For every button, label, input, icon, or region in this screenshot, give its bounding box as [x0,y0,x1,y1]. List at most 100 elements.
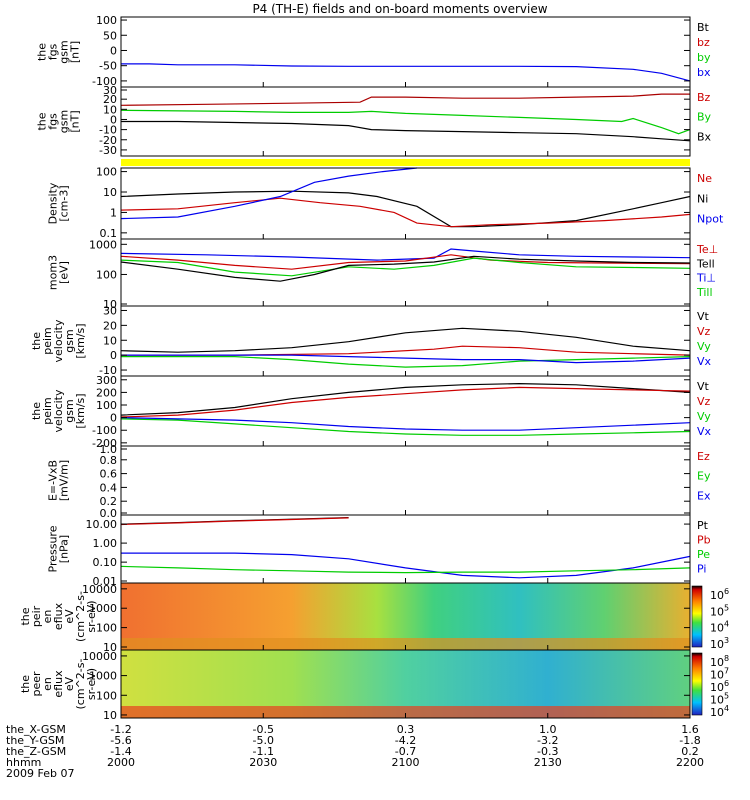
y-tick-label: 0 [110,412,117,425]
y-tick-label: 20 [103,319,117,332]
legend-label: Vy [697,340,711,353]
y-axis-label: peim [41,327,54,355]
position-row-value: 2000 [107,756,135,769]
y-tick-label: 0.6 [100,468,118,481]
y-tick-label: 100 [96,622,117,635]
position-row-value: -0.3 [537,745,558,758]
panel-frame [120,16,691,88]
y-axis-label: fgs [47,43,60,60]
y-tick-label: 0 [110,349,117,362]
y-axis-label: gsm [58,40,71,63]
series-line-By [120,109,691,135]
y-axis-label: fgs [47,113,60,130]
y-tick-label: -100 [92,75,117,88]
series-line-Vz [120,386,691,418]
colorbar [691,585,703,648]
series-line-Pe [120,565,691,574]
status-bar [121,159,690,166]
y-axis-label: the [36,112,49,130]
position-row-value: -4.2 [395,734,416,747]
legend-label: Till [696,286,713,299]
y-tick-label: 0 [110,113,117,126]
chart-title: P4 (TH-E) fields and on-board moments ov… [252,2,547,16]
colorbar-tick-label: 108 [710,654,729,669]
position-row-value: 1.0 [539,723,557,736]
y-tick-label: 10 [103,334,117,347]
y-axis-label: the [19,675,32,693]
y-tick-label: 30 [103,304,117,317]
legend-label: Vz [697,325,711,338]
y-axis-label: [eV] [58,261,71,284]
y-axis-label: (cm^2-s- [74,591,87,642]
y-tick-label: 0.01 [93,575,118,588]
y-axis-label: Pressure [47,525,60,572]
y-axis-label: [nT] [69,41,82,63]
y-tick-label: 0.10 [93,556,118,569]
y-tick-label: 200 [96,386,117,399]
legend-label: Ne [697,172,712,185]
position-row-value: 1.6 [681,723,699,736]
position-row-value: 2200 [676,756,704,769]
position-row-value: -1.8 [679,734,700,747]
y-axis-label: gsm [63,399,76,422]
y-axis-label: peim [41,397,54,425]
series-line-Npot [120,167,417,220]
y-tick-label: 10 [103,103,117,116]
series-line-Ni [120,190,691,228]
colorbar-tick-label: 107 [710,667,729,682]
legend-label: Vx [697,355,712,368]
colorbar-tick-label: 105 [710,692,729,707]
y-axis-label: Density [47,182,60,224]
y-axis-label: eV [63,609,76,624]
y-tick-label: 30 [103,84,117,97]
date-label: 2009 Feb 07 [6,767,74,780]
position-row-label: hhmm [6,756,41,769]
panel-frame [120,238,691,307]
position-row-label: the_Z-GSM [6,745,66,758]
series-line-Te⊥ [120,254,691,270]
y-tick-label: 10 [103,298,117,311]
legend-label: By [697,111,712,124]
position-row-value: 2030 [249,756,277,769]
series-line-Bz [120,93,690,106]
y-axis-label: en [41,610,54,624]
colorbar-tick-label: 106 [710,587,729,602]
legend-label: Vy [697,410,711,423]
position-row-value: 0.3 [397,723,415,736]
y-axis-label: mom3 [47,255,60,290]
y-axis-label: sr-eV) [85,600,98,632]
legend-label: Ey [697,470,711,483]
y-tick-label: 100 [96,14,117,27]
series-line-bx [121,63,691,82]
colorbar-tick-label: 106 [710,679,729,694]
y-tick-label: -10 [99,124,117,137]
position-row-value: -5.6 [110,734,131,747]
y-tick-label: 10 [103,186,117,199]
legend-label: Ex [697,489,711,502]
series-line-Vx [121,354,691,364]
position-row-value: -0.7 [395,745,416,758]
y-tick-label: 0.8 [100,454,118,467]
position-row-value: -1.2 [110,723,131,736]
y-tick-label: 0.2 [100,495,118,508]
series-line-Vy [120,418,691,436]
legend-label: Pe [697,548,710,561]
legend-label: bx [697,66,711,79]
colorbar-tick-label: 105 [710,603,729,618]
y-tick-label: 0 [110,44,117,57]
position-row-value: -0.5 [253,723,274,736]
panel-frame [120,445,691,516]
y-axis-label: [km/s] [74,323,87,358]
y-tick-label: 10 [103,641,117,654]
legend-label: Vt [697,380,710,393]
y-tick-label: 1 [110,206,117,219]
series-line-Bx [121,120,691,142]
y-axis-label: [cm-3] [58,185,71,221]
series-line-Vt [120,382,691,416]
series-line-Vx [120,417,691,431]
y-tick-label: 1.0 [100,443,118,456]
position-row-value: 0.2 [681,745,699,758]
y-tick-label: 0.0 [100,507,118,520]
y-axis-label: the [36,43,49,61]
y-tick-label: 50 [103,29,117,42]
